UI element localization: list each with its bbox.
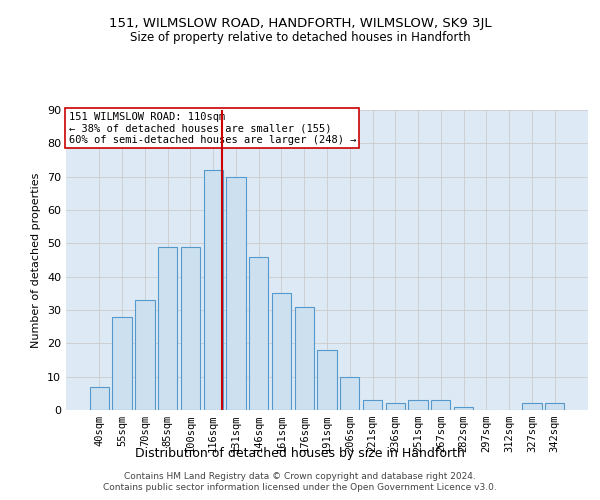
Text: Contains HM Land Registry data © Crown copyright and database right 2024.: Contains HM Land Registry data © Crown c…	[124, 472, 476, 481]
Bar	[545, 404, 564, 410]
Bar	[135, 300, 155, 410]
Bar	[409, 400, 428, 410]
Bar	[112, 316, 132, 410]
Bar	[386, 404, 405, 410]
Bar	[454, 406, 473, 410]
Bar	[181, 246, 200, 410]
Text: Distribution of detached houses by size in Handforth: Distribution of detached houses by size …	[135, 448, 465, 460]
Bar	[295, 306, 314, 410]
Bar	[226, 176, 245, 410]
Text: Size of property relative to detached houses in Handforth: Size of property relative to detached ho…	[130, 31, 470, 44]
Bar	[272, 294, 291, 410]
Bar	[249, 256, 268, 410]
Text: Contains public sector information licensed under the Open Government Licence v3: Contains public sector information licen…	[103, 483, 497, 492]
Bar	[158, 246, 178, 410]
Bar	[363, 400, 382, 410]
Bar	[340, 376, 359, 410]
Bar	[203, 170, 223, 410]
Bar	[317, 350, 337, 410]
Bar	[431, 400, 451, 410]
Text: 151 WILMSLOW ROAD: 110sqm
← 38% of detached houses are smaller (155)
60% of semi: 151 WILMSLOW ROAD: 110sqm ← 38% of detac…	[68, 112, 356, 144]
Bar	[522, 404, 542, 410]
Text: 151, WILMSLOW ROAD, HANDFORTH, WILMSLOW, SK9 3JL: 151, WILMSLOW ROAD, HANDFORTH, WILMSLOW,…	[109, 18, 491, 30]
Bar	[90, 386, 109, 410]
Y-axis label: Number of detached properties: Number of detached properties	[31, 172, 41, 348]
